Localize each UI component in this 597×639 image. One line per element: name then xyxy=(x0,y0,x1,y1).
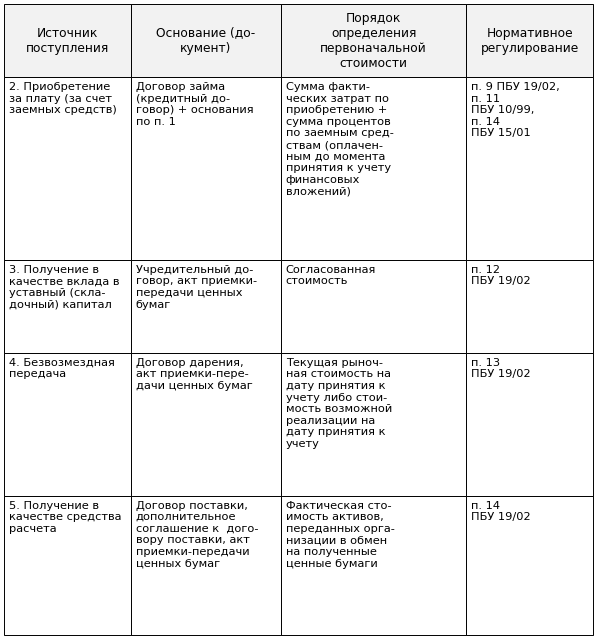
Bar xyxy=(4,259,131,353)
Bar xyxy=(466,495,593,635)
Bar xyxy=(281,259,466,353)
Text: 2. Приобретение
за плату (за счет
заемных средств): 2. Приобретение за плату (за счет заемны… xyxy=(9,82,117,115)
Bar xyxy=(131,77,281,259)
Bar xyxy=(466,353,593,495)
Text: Нормативное
регулирование: Нормативное регулирование xyxy=(481,27,579,54)
Text: Фактическая сто-
имость активов,
переданных орга-
низации в обмен
на полученные
: Фактическая сто- имость активов, передан… xyxy=(286,500,395,569)
Bar xyxy=(281,495,466,635)
Text: Согласованная
стоимость: Согласованная стоимость xyxy=(286,265,376,286)
Bar xyxy=(466,259,593,353)
Bar xyxy=(131,4,281,77)
Bar xyxy=(4,353,131,495)
Text: Сумма факти-
ческих затрат по
приобретению +
сумма процентов
по заемным сред-
ст: Сумма факти- ческих затрат по приобретен… xyxy=(286,82,393,196)
Bar xyxy=(131,353,281,495)
Bar xyxy=(4,495,131,635)
Text: Договор поставки,
дополнительное
соглашение к  дого-
вору поставки, акт
приемки-: Договор поставки, дополнительное соглаше… xyxy=(136,500,258,569)
Text: п. 14
ПБУ 19/02: п. 14 ПБУ 19/02 xyxy=(472,500,531,522)
Bar xyxy=(4,4,131,77)
Text: Основание (до-
кумент): Основание (до- кумент) xyxy=(156,27,256,54)
Bar xyxy=(281,77,466,259)
Text: п. 9 ПБУ 19/02,
п. 11
ПБУ 10/99,
п. 14
ПБУ 15/01: п. 9 ПБУ 19/02, п. 11 ПБУ 10/99, п. 14 П… xyxy=(472,82,560,139)
Text: 4. Безвозмездная
передача: 4. Безвозмездная передача xyxy=(9,358,115,380)
Text: Договор дарения,
акт приемки-пере-
дачи ценных бумаг: Договор дарения, акт приемки-пере- дачи … xyxy=(136,358,253,391)
Bar xyxy=(466,4,593,77)
Text: п. 12
ПБУ 19/02: п. 12 ПБУ 19/02 xyxy=(472,265,531,286)
Text: Порядок
определения
первоначальной
стоимости: Порядок определения первоначальной стоим… xyxy=(320,12,427,70)
Text: п. 13
ПБУ 19/02: п. 13 ПБУ 19/02 xyxy=(472,358,531,380)
Bar xyxy=(466,77,593,259)
Text: Учредительный до-
говор, акт приемки-
передачи ценных
бумаг: Учредительный до- говор, акт приемки- пе… xyxy=(136,265,257,309)
Text: Источник
поступления: Источник поступления xyxy=(26,27,109,54)
Text: 5. Получение в
качестве средства
расчета: 5. Получение в качестве средства расчета xyxy=(9,500,122,534)
Bar xyxy=(131,259,281,353)
Bar xyxy=(4,77,131,259)
Bar xyxy=(131,495,281,635)
Bar xyxy=(281,4,466,77)
Text: Договор займа
(кредитный до-
говор) + основания
по п. 1: Договор займа (кредитный до- говор) + ос… xyxy=(136,82,253,127)
Text: 3. Получение в
качестве вклада в
уставный (скла-
дочный) капитал: 3. Получение в качестве вклада в уставны… xyxy=(9,265,119,309)
Text: Текущая рыноч-
ная стоимость на
дату принятия к
учету либо стои-
мость возможной: Текущая рыноч- ная стоимость на дату при… xyxy=(286,358,392,449)
Bar xyxy=(281,353,466,495)
